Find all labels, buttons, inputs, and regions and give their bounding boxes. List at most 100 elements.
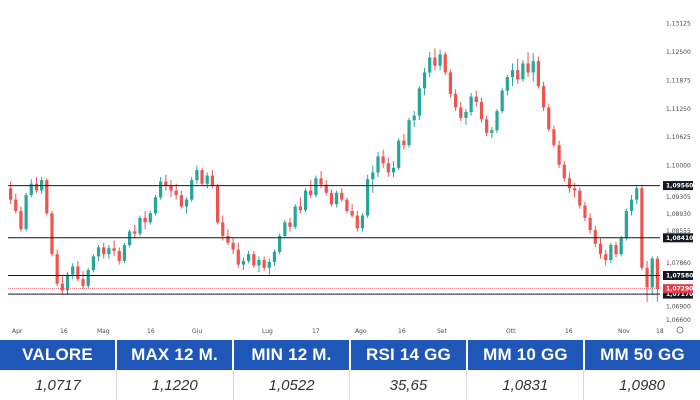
candle-body bbox=[50, 213, 54, 255]
candle-body bbox=[459, 107, 463, 118]
candle-body bbox=[516, 70, 520, 80]
y-tick-label: 1,06600 bbox=[666, 317, 691, 324]
level-badge bbox=[663, 181, 693, 191]
candle-body bbox=[86, 270, 90, 286]
stats-value-rsi-14gg: 35,65 bbox=[350, 370, 468, 400]
candle-body bbox=[578, 190, 582, 206]
x-tick-label: Ott bbox=[506, 328, 516, 335]
candle-body bbox=[60, 283, 64, 291]
candle-body bbox=[262, 260, 266, 268]
candle-body bbox=[55, 254, 59, 284]
candle-body bbox=[407, 120, 411, 146]
candle-body bbox=[241, 260, 246, 265]
y-tick-label: 1,09305 bbox=[666, 194, 691, 201]
candle-body bbox=[45, 180, 49, 214]
candle-body bbox=[402, 140, 406, 146]
candle-body bbox=[510, 70, 515, 78]
chart-canvas: 1,13125 1,12500 1,11875 1,11250 1,10625 1,100… bbox=[8, 21, 693, 335]
x-tick-label: 16 bbox=[565, 328, 573, 335]
candle-body bbox=[329, 192, 334, 205]
candle-body bbox=[65, 274, 70, 291]
y-tick-label: 1,11875 bbox=[666, 77, 691, 84]
candle-body bbox=[29, 183, 33, 196]
stats-table: VALORE MAX 12 M. MIN 12 M. RSI 14 GG MM … bbox=[0, 340, 700, 400]
candle-body bbox=[557, 145, 561, 165]
stats-value-valore: 1,0717 bbox=[0, 370, 117, 400]
x-tick-label: 18 bbox=[656, 328, 664, 335]
candle-body bbox=[485, 119, 489, 133]
candle-body bbox=[334, 192, 339, 205]
candle-body bbox=[164, 181, 168, 187]
candle-body bbox=[210, 175, 215, 187]
candle-body bbox=[71, 266, 75, 275]
level-badge bbox=[663, 233, 693, 243]
stats-header-mm-10gg: MM 10 GG bbox=[468, 340, 583, 370]
candle-body bbox=[433, 57, 437, 66]
candle-body bbox=[195, 170, 199, 181]
y-tick-label: 1,08555 bbox=[666, 228, 691, 235]
candle-body bbox=[314, 178, 318, 196]
stats-header-min-12m: MIN 12 M. bbox=[234, 340, 349, 370]
candle-body bbox=[614, 245, 618, 255]
candle-body bbox=[200, 170, 204, 184]
candle-body bbox=[257, 260, 261, 266]
candle-body bbox=[376, 156, 380, 173]
candle-body bbox=[8, 188, 13, 200]
candle-body bbox=[417, 88, 421, 116]
candle-body bbox=[490, 130, 494, 133]
candle-body bbox=[205, 175, 209, 184]
x-tick-label: Mag bbox=[97, 328, 110, 335]
candle-body bbox=[133, 231, 137, 234]
candle-body bbox=[169, 186, 173, 191]
candle-body bbox=[360, 215, 365, 229]
x-tick-label: 16 bbox=[147, 328, 155, 335]
candle-body bbox=[283, 222, 287, 236]
candle-body bbox=[293, 206, 297, 227]
candle-body bbox=[190, 180, 194, 200]
candle-body bbox=[604, 254, 608, 261]
y-tick-label: 1,10625 bbox=[666, 134, 691, 141]
candle-body bbox=[469, 96, 473, 113]
candle-body bbox=[531, 61, 535, 73]
stats-value-min-12m: 1,0522 bbox=[234, 370, 351, 400]
candle-body bbox=[81, 279, 85, 286]
candle-body bbox=[153, 197, 158, 214]
candle-body bbox=[117, 250, 121, 261]
candle-body bbox=[645, 267, 649, 288]
candle-body bbox=[350, 211, 354, 216]
candle-body bbox=[541, 86, 546, 108]
stats-value-max-12m: 1,1220 bbox=[117, 370, 234, 400]
x-tick-label: 16 bbox=[60, 328, 68, 335]
candle-body bbox=[288, 222, 292, 227]
level-badge bbox=[663, 270, 693, 280]
candle-body bbox=[231, 242, 235, 250]
stats-header-mm-50gg: MM 50 GG bbox=[585, 340, 700, 370]
candle-body bbox=[112, 248, 116, 251]
candle-body bbox=[640, 188, 644, 268]
candle-body bbox=[609, 245, 613, 261]
stats-value-mm-10gg: 1,0831 bbox=[467, 370, 585, 400]
candle-body bbox=[143, 217, 147, 223]
candle-body bbox=[479, 102, 484, 120]
level-badge-label: 1,07170 bbox=[666, 291, 693, 298]
candle-body bbox=[267, 261, 271, 268]
candle-body bbox=[598, 243, 603, 255]
candle-body bbox=[278, 235, 282, 252]
y-tick-label: 1,11250 bbox=[666, 106, 691, 113]
candle-body bbox=[583, 205, 587, 218]
candle-body bbox=[573, 188, 577, 191]
stats-header-row: VALORE MAX 12 M. MIN 12 M. RSI 14 GG MM … bbox=[0, 340, 700, 370]
candle-body bbox=[148, 213, 152, 223]
x-tick-label: Ago bbox=[355, 328, 367, 335]
candle-body bbox=[474, 96, 478, 103]
candle-body bbox=[34, 183, 39, 191]
candle-body bbox=[412, 115, 416, 121]
candle-body bbox=[19, 211, 23, 230]
x-tick-label: Apr bbox=[12, 328, 23, 335]
candle-body bbox=[453, 93, 458, 108]
candle-body bbox=[381, 156, 385, 164]
candle-body bbox=[96, 247, 101, 257]
candle-body bbox=[536, 61, 541, 87]
candle-body bbox=[521, 63, 525, 80]
candle-body bbox=[298, 206, 302, 211]
